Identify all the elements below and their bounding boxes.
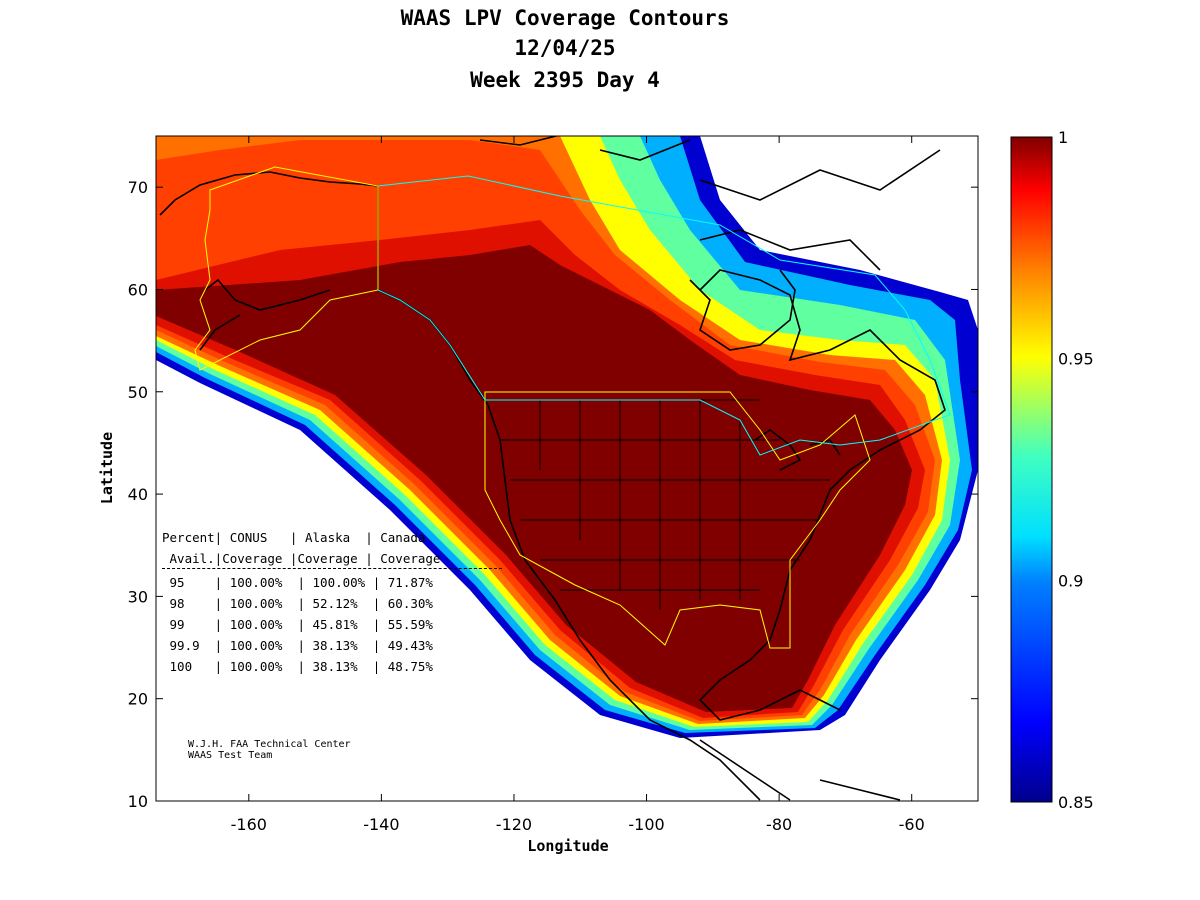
east-coastline — [698, 269, 946, 721]
great-lakes — [754, 429, 841, 471]
table-header-1: Percent| CONUS | Alaska | Canada — [162, 530, 426, 545]
credit-line-1: W.J.H. FAA Technical Center — [188, 739, 351, 750]
map-week-day: Week 2395 Day 4 — [470, 68, 660, 92]
y-axis-label: Latitude — [98, 432, 116, 504]
colorbar-tick-label: 0.9 — [1058, 571, 1083, 590]
y-tick-label: 20 — [128, 690, 148, 709]
table-row: 95 | 100.00% | 100.00% | 71.87% — [162, 575, 433, 590]
west-coastline — [449, 344, 761, 801]
y-tick-label: 10 — [128, 792, 148, 811]
service-boundaries — [194, 166, 951, 649]
axis-tick-labels: -160 -140 -120 -100 -80 -60 10 20 30 40 50 60 70 — [128, 178, 925, 834]
x-tick-label: -60 — [899, 815, 925, 834]
x-tick-label: -120 — [496, 815, 532, 834]
x-tick-label: -80 — [766, 815, 792, 834]
x-tick-label: -140 — [363, 815, 399, 834]
colorbar — [1010, 136, 1053, 803]
map-title: WAAS LPV Coverage Contours — [400, 6, 730, 30]
x-tick-label: -100 — [628, 815, 664, 834]
colorbar-tick-label: 0.85 — [1058, 793, 1094, 812]
contour-1.00 — [156, 245, 912, 712]
map-date: 12/04/25 — [514, 36, 616, 60]
table-rows: 95 | 100.00% | 100.00% | 71.87% 98 | 100… — [162, 575, 502, 674]
colorbar-tick-label: 0.95 — [1058, 350, 1094, 369]
plot-frame — [155, 135, 979, 802]
y-tick-label: 60 — [128, 280, 148, 299]
table-row: 99.9 | 100.00% | 38.13% | 49.43% — [162, 638, 433, 653]
y-tick-label: 30 — [128, 587, 148, 606]
y-tick-label: 40 — [128, 485, 148, 504]
table-row: 100 | 100.00% | 38.13% | 48.75% — [162, 659, 433, 674]
arctic-islands — [479, 136, 941, 271]
credit: W.J.H. FAA Technical Center WAAS Test Te… — [188, 739, 351, 761]
y-tick-label: 70 — [128, 178, 148, 197]
y-tick-label: 50 — [128, 383, 148, 402]
table-divider — [162, 568, 502, 569]
alaska-service-boundary — [194, 166, 379, 371]
conus-service-boundary — [484, 391, 871, 649]
table-row: 98 | 100.00% | 52.12% | 60.30% — [162, 596, 433, 611]
colorbar-tick-label: 1 — [1058, 128, 1068, 147]
table-header-2: Avail.|Coverage |Coverage | Coverage — [162, 551, 441, 566]
central-america — [699, 739, 901, 801]
coverage-table: Percent| CONUS | Alaska | Canada Avail.|… — [162, 530, 502, 674]
x-axis-label: Longitude — [527, 837, 608, 855]
axis-ticks — [156, 136, 978, 802]
table-row: 99 | 100.00% | 45.81% | 55.59% — [162, 617, 433, 632]
credit-line-2: WAAS Test Team — [188, 750, 273, 761]
canada-border — [377, 175, 951, 456]
x-tick-label: -160 — [231, 815, 267, 834]
hudson-bay — [689, 269, 796, 351]
colorbar-ticks: 1 0.95 0.9 0.85 — [1058, 128, 1094, 812]
